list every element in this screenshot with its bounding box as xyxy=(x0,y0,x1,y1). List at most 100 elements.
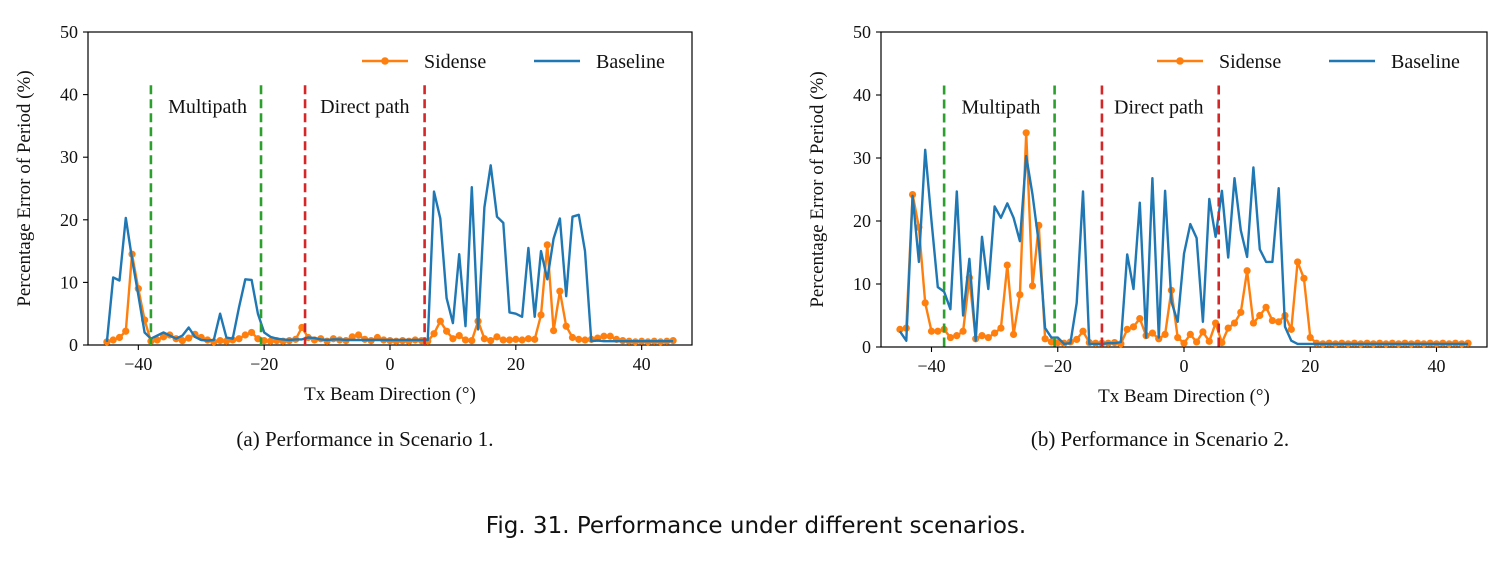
data-point xyxy=(1009,330,1018,338)
data-point xyxy=(991,329,999,337)
data-point xyxy=(524,335,533,343)
data-point xyxy=(499,336,507,344)
x-axis-label: Tx Beam Direction (°) xyxy=(304,384,476,405)
y-tick-label: 50 xyxy=(853,22,871,42)
legend-label: Baseline xyxy=(1391,51,1460,73)
data-point xyxy=(1224,324,1232,332)
data-point xyxy=(1294,258,1302,266)
data-point xyxy=(934,327,942,335)
data-point xyxy=(1186,330,1194,338)
annotation-direct-path: Direct path xyxy=(1114,97,1203,119)
data-point xyxy=(606,332,614,340)
data-point xyxy=(1073,335,1081,344)
y-axis-label: Percentage Error of Period (%) xyxy=(14,70,35,306)
data-point xyxy=(348,333,356,341)
legend-label: Sidense xyxy=(1219,51,1281,73)
data-point xyxy=(556,287,564,295)
y-tick-label: 0 xyxy=(862,337,871,357)
data-point xyxy=(449,335,457,343)
series-line-baseline xyxy=(105,164,674,343)
data-point xyxy=(908,190,917,199)
data-point xyxy=(1016,291,1024,299)
y-tick-label: 0 xyxy=(69,335,78,355)
data-point xyxy=(235,335,243,343)
figure-caption: Fig. 31. Performance under different sce… xyxy=(485,513,1027,539)
data-point xyxy=(568,333,577,342)
data-point xyxy=(1211,319,1220,327)
x-tick-label: 40 xyxy=(633,354,651,374)
y-tick-label: 50 xyxy=(60,22,78,42)
data-point xyxy=(159,333,168,341)
data-point xyxy=(997,324,1005,332)
data-point xyxy=(1022,129,1030,137)
series-line-sidense xyxy=(899,131,1469,346)
y-tick-label: 10 xyxy=(853,274,871,294)
data-point xyxy=(946,333,955,342)
data-point xyxy=(1243,267,1251,275)
data-point xyxy=(443,327,451,335)
data-point xyxy=(354,331,363,339)
data-point xyxy=(1287,325,1295,333)
data-point xyxy=(122,327,130,335)
legend: Sidense Baseline xyxy=(362,51,665,73)
data-point xyxy=(953,332,961,340)
y-tick-label: 10 xyxy=(60,272,78,292)
data-point xyxy=(512,335,520,343)
data-point xyxy=(896,325,904,333)
y-tick-label: 20 xyxy=(60,210,78,230)
data-point xyxy=(222,337,231,345)
x-tick-label: −20 xyxy=(1044,356,1072,376)
x-tick-label: 20 xyxy=(1301,356,1319,376)
plot-frame xyxy=(87,31,693,346)
data-point xyxy=(1193,338,1201,346)
y-tick-label: 40 xyxy=(853,85,871,105)
data-point xyxy=(505,336,514,344)
data-point xyxy=(984,333,992,342)
x-tick-label: −40 xyxy=(917,356,945,376)
data-point xyxy=(1148,329,1157,337)
data-point xyxy=(1041,335,1049,343)
data-point xyxy=(921,299,929,307)
data-point xyxy=(254,335,262,343)
subfigure-caption-b: (b) Performance in Scenario 2. xyxy=(1030,427,1290,451)
data-point xyxy=(493,333,501,341)
data-point xyxy=(405,337,413,345)
data-point xyxy=(1218,338,1226,347)
legend-label: Baseline xyxy=(596,51,665,73)
x-tick-label: −40 xyxy=(124,354,152,374)
data-point xyxy=(531,335,539,343)
data-point xyxy=(455,332,463,340)
data-point xyxy=(978,332,986,340)
legend-marker xyxy=(1176,57,1184,65)
data-point xyxy=(1262,303,1270,311)
data-point xyxy=(185,334,193,342)
data-point xyxy=(600,332,608,340)
data-point xyxy=(392,337,400,345)
legend: Sidense Baseline xyxy=(1157,51,1460,73)
data-point xyxy=(1047,338,1056,346)
x-axis-label: Tx Beam Direction (°) xyxy=(1098,386,1270,407)
chart-b: −40 −20 0 20 40 0 10 20 30 40 50 Tx Beam Direction … xyxy=(807,22,1488,407)
data-point xyxy=(1256,311,1264,320)
data-point xyxy=(543,241,551,249)
data-point xyxy=(109,336,117,344)
data-point xyxy=(480,335,488,343)
data-point xyxy=(1300,274,1308,282)
y-tick-label: 40 xyxy=(60,85,78,105)
annotation-multipath: Multipath xyxy=(961,97,1040,119)
annotation-direct-path: Direct path xyxy=(320,96,409,118)
data-point xyxy=(436,317,444,325)
data-point xyxy=(1249,319,1258,327)
data-point xyxy=(927,327,936,335)
data-point xyxy=(959,327,967,335)
data-point xyxy=(1129,323,1138,331)
chart-a: −40 −20 0 20 40 0 10 20 30 40 50 Tx Beam Direction … xyxy=(14,22,693,405)
data-point xyxy=(1161,330,1169,338)
y-axis-label: Percentage Error of Period (%) xyxy=(807,71,828,307)
y-tick-label: 20 xyxy=(853,211,871,231)
data-point xyxy=(468,337,476,345)
x-tick-label: 0 xyxy=(386,354,395,374)
data-point xyxy=(575,335,583,343)
y-tick-label: 30 xyxy=(853,148,871,168)
data-point xyxy=(1079,327,1087,335)
